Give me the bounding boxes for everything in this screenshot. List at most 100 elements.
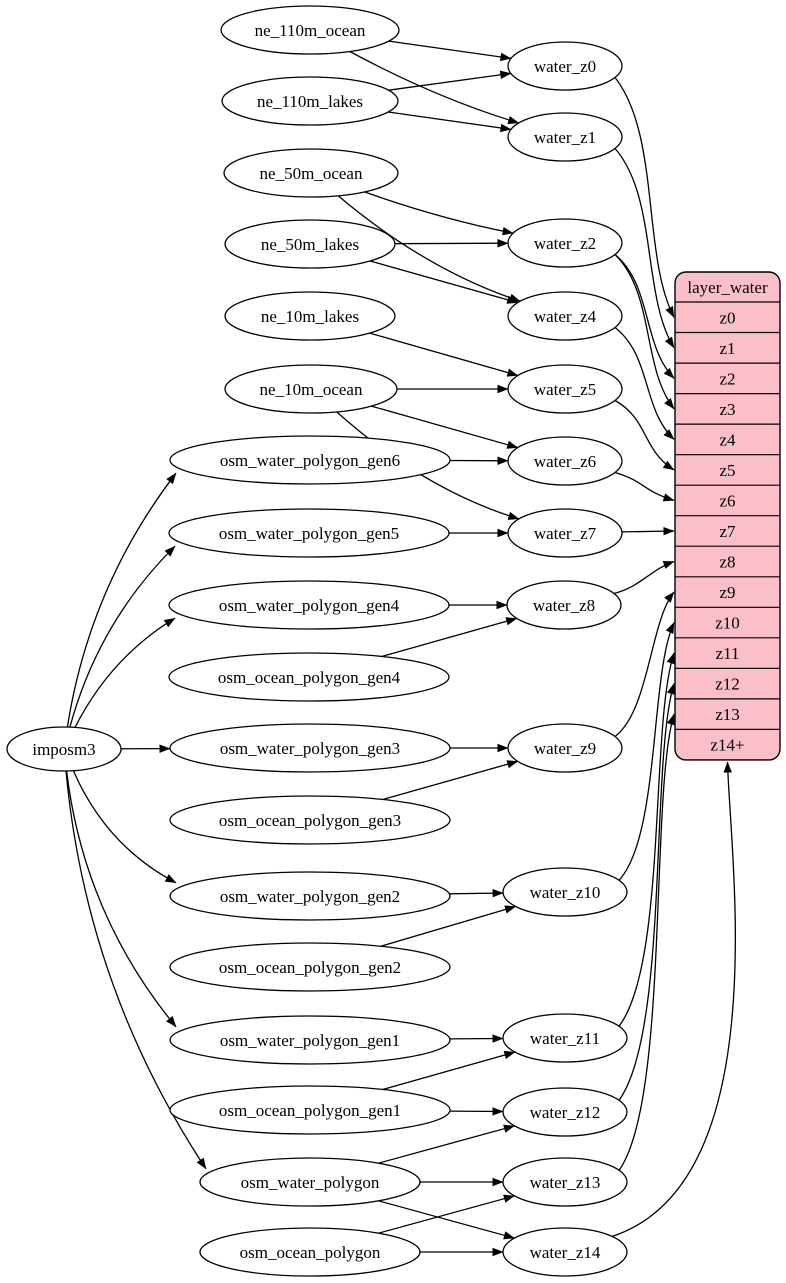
node-osm_water_polygon_gen3: osm_water_polygon_gen3 [169, 723, 451, 773]
node-ne_50m_ocean: ne_50m_ocean [223, 148, 399, 198]
layer-water-row-z3: z3 [719, 400, 735, 419]
water_z9-label: water_z9 [534, 739, 596, 758]
imposm3-label: imposm3 [32, 740, 95, 759]
water_z2-label: water_z2 [534, 234, 596, 253]
water_z12-ellipse [502, 1087, 628, 1137]
water_z6-label: water_z6 [534, 452, 596, 471]
ne_10m_ocean-label: ne_10m_ocean [260, 380, 363, 399]
edge-osm_ocean_polygon_gen4-to-water_z8 [381, 617, 518, 658]
layer-water-row-z13: z13 [715, 705, 740, 724]
node-water_z9: water_z9 [507, 723, 623, 773]
ne_110m_ocean-ellipse [220, 5, 400, 55]
water_z2-ellipse [507, 218, 623, 268]
water_z14-ellipse [502, 1227, 628, 1277]
node-ne_10m_lakes: ne_10m_lakes [224, 291, 396, 341]
osm_water_polygon_gen4-label: osm_water_polygon_gen4 [219, 596, 400, 615]
edge-ne_10m_ocean-to-water_z7 [336, 411, 520, 520]
node-osm_water_polygon_gen6: osm_water_polygon_gen6 [169, 435, 451, 485]
layer-water-row-z9: z9 [719, 583, 735, 602]
edge-osm_water_polygon-to-water_z14 [378, 1200, 515, 1240]
ne_50m_ocean-label: ne_50m_ocean [260, 164, 363, 183]
edge-water_z2-to-layer_water-z3 [614, 254, 675, 410]
water_z8-label: water_z8 [533, 596, 595, 615]
water_z13-label: water_z13 [530, 1173, 601, 1192]
osm_water_polygon_gen6-label: osm_water_polygon_gen6 [220, 451, 400, 470]
osm_water_polygon_gen5-label: osm_water_polygon_gen5 [219, 524, 399, 543]
osm_ocean_polygon-ellipse [199, 1227, 421, 1277]
water_z12-label: water_z12 [530, 1103, 601, 1122]
node-osm_water_polygon_gen4: osm_water_polygon_gen4 [168, 580, 450, 630]
node-ne_50m_lakes: ne_50m_lakes [224, 219, 396, 269]
edge-imposm3-to-osm_water_polygon_gen5 [69, 545, 176, 728]
osm_water_polygon_gen2-ellipse [169, 871, 451, 921]
edge-water_z12-to-layer_water-z12 [618, 683, 676, 1101]
osm_ocean_polygon_gen1-label: osm_ocean_polygon_gen1 [219, 1101, 401, 1120]
layer-water-row-z12: z12 [715, 675, 740, 694]
node-water_z1: water_z1 [507, 112, 623, 162]
osm_ocean_polygon_gen2-ellipse [169, 942, 451, 992]
node-imposm3: imposm3 [6, 726, 122, 772]
edge-ne_50m_ocean-to-water_z4 [337, 195, 521, 302]
layer-water-row-z5: z5 [719, 461, 735, 480]
edge-water_z6-to-layer_water-z6 [614, 471, 675, 502]
node-osm_water_polygon: osm_water_polygon [199, 1157, 421, 1207]
node-water_z14: water_z14 [502, 1227, 628, 1277]
edge-water_z8-to-layer_water-z8 [613, 560, 675, 595]
water_z7-ellipse [507, 508, 623, 558]
node-osm_ocean_polygon: osm_ocean_polygon [199, 1227, 421, 1277]
node-water_z10: water_z10 [502, 867, 628, 917]
ne_10m_ocean-ellipse [224, 364, 398, 414]
edge-water_z7-to-layer_water-z7 [621, 526, 675, 536]
osm_water_polygon_gen6-ellipse [169, 435, 451, 485]
edge-ne_110m_lakes-to-water_z0 [388, 70, 512, 91]
edge-imposm3-to-osm_water_polygon_gen2 [72, 770, 177, 884]
node-ne_10m_ocean: ne_10m_ocean [224, 364, 398, 414]
edge-water_z9-to-layer_water-z9 [614, 591, 675, 738]
layer-water-row-z6: z6 [719, 491, 735, 510]
ne_110m_ocean-label: ne_110m_ocean [255, 21, 366, 40]
water_z10-ellipse [502, 867, 628, 917]
layer-water-row-z11: z11 [716, 644, 740, 663]
edges-layer [65, 40, 736, 1257]
layer-water-row-z1: z1 [719, 339, 735, 358]
layer-water-header: layer_water [687, 278, 768, 297]
edge-osm_ocean_polygon_gen3-to-water_z9 [382, 760, 519, 801]
edge-ne_50m_lakes-to-water_z2 [394, 239, 509, 248]
ne_110m_lakes-ellipse [221, 76, 399, 126]
osm_water_polygon-ellipse [199, 1157, 421, 1207]
edge-ne_110m_ocean-to-water_z1 [349, 50, 520, 124]
edge-ne_50m_ocean-to-water_z2 [364, 191, 514, 236]
node-water_z4: water_z4 [507, 291, 623, 341]
layer-water-row-z0: z0 [719, 308, 735, 327]
edge-osm_ocean_polygon-to-water_z13 [378, 1194, 515, 1234]
node-osm_ocean_polygon_gen4: osm_ocean_polygon_gen4 [168, 652, 450, 702]
water_z5-label: water_z5 [534, 380, 596, 399]
ne_10m_lakes-ellipse [224, 291, 396, 341]
nodes-layer: ne_110m_ocean ne_110m_lakes ne_50m_oceanne… [6, 5, 628, 1277]
node-osm_water_polygon_gen5: osm_water_polygon_gen5 [168, 508, 450, 558]
osm_water_polygon-label: osm_water_polygon [241, 1173, 380, 1192]
water_z13-ellipse [502, 1157, 628, 1207]
osm_ocean_polygon_gen3-ellipse [169, 795, 451, 845]
node-water_z0: water_z0 [507, 41, 623, 91]
node-osm_ocean_polygon_gen2: osm_ocean_polygon_gen2 [169, 942, 451, 992]
water_z10-label: water_z10 [530, 883, 601, 902]
edge-imposm3-to-osm_water_polygon_gen6 [66, 472, 177, 728]
edge-water_z1-to-layer_water-z1 [614, 148, 675, 349]
node-ne_110m_ocean: ne_110m_ocean [220, 5, 400, 55]
osm_water_polygon_gen3-ellipse [169, 723, 451, 773]
water_z4-ellipse [507, 291, 623, 341]
osm_water_polygon_gen4-ellipse [168, 580, 450, 630]
edge-osm_water_polygon-to-water_z12 [378, 1124, 515, 1164]
node-osm_ocean_polygon_gen3: osm_ocean_polygon_gen3 [169, 795, 451, 845]
node-osm_water_polygon_gen2: osm_water_polygon_gen2 [169, 871, 451, 921]
node-water_z12: water_z12 [502, 1087, 628, 1137]
osm_water_polygon_gen5-ellipse [168, 508, 450, 558]
water_z6-ellipse [507, 436, 623, 486]
node-osm_ocean_polygon_gen1: osm_ocean_polygon_gen1 [169, 1085, 451, 1135]
ne_110m_lakes-label: ne_110m_lakes [257, 92, 363, 111]
node-water_z6: water_z6 [507, 436, 623, 486]
node-osm_water_polygon_gen1: osm_water_polygon_gen1 [169, 1015, 451, 1065]
node-water_z8: water_z8 [506, 580, 622, 630]
ne_50m_ocean-ellipse [223, 148, 399, 198]
